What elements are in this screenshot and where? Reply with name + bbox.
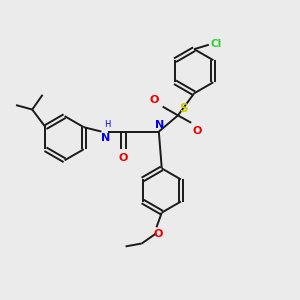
- Text: H: H: [104, 120, 110, 129]
- Text: N: N: [101, 133, 111, 143]
- Text: Cl: Cl: [210, 39, 222, 49]
- Text: O: O: [150, 95, 159, 105]
- Text: O: O: [153, 229, 163, 239]
- Text: O: O: [119, 153, 128, 163]
- Text: O: O: [193, 126, 202, 136]
- Text: S: S: [179, 101, 187, 115]
- Text: N: N: [155, 120, 164, 130]
